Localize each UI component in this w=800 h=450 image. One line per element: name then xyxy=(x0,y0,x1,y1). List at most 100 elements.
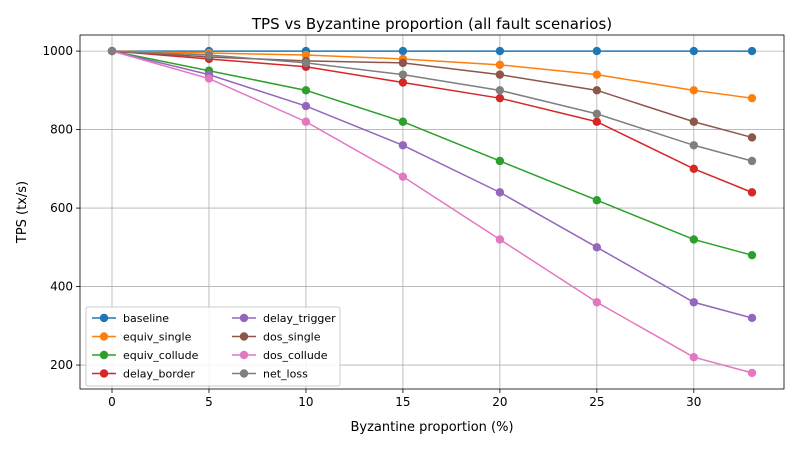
data-point xyxy=(204,74,214,83)
plot-frame xyxy=(79,34,785,390)
data-point xyxy=(689,86,699,95)
y-axis-label: TPS (tx/s) xyxy=(15,181,30,244)
legend-item-baseline: baseline xyxy=(92,312,169,325)
series-delay_trigger xyxy=(107,46,757,323)
data-point xyxy=(495,70,505,79)
data-point xyxy=(495,235,505,244)
series-line xyxy=(111,50,753,256)
data-point xyxy=(398,78,408,87)
series-line xyxy=(111,50,753,139)
legend-label: baseline xyxy=(123,312,169,325)
data-point xyxy=(301,86,311,95)
x-tick-label: 5 xyxy=(205,395,213,409)
x-tick-label: 0 xyxy=(108,395,116,409)
legend-label: dos_collude xyxy=(263,349,328,362)
data-point xyxy=(689,46,699,56)
data-point xyxy=(747,46,757,56)
data-point xyxy=(592,86,602,95)
legend-swatch-marker xyxy=(99,350,109,360)
data-point xyxy=(689,117,699,126)
legend-label: delay_border xyxy=(123,368,195,381)
y-tick-label: 800 xyxy=(50,123,73,137)
legend-label: equiv_single xyxy=(123,331,192,344)
x-tick-label: 30 xyxy=(686,395,701,409)
x-axis: 0 5 10 15 20 25 30 xyxy=(108,389,701,409)
data-point xyxy=(592,46,602,56)
legend-swatch-marker xyxy=(99,313,109,323)
data-point xyxy=(398,172,408,181)
legend-label: equiv_collude xyxy=(123,349,199,362)
data-point xyxy=(747,250,757,260)
series-line xyxy=(111,50,753,319)
data-point xyxy=(747,93,757,103)
data-point xyxy=(107,46,117,56)
legend-box xyxy=(85,306,341,387)
data-point xyxy=(689,353,699,362)
chart-title: TPS vs Byzantine proportion (all fault s… xyxy=(251,15,612,33)
x-tick-label: 20 xyxy=(492,395,507,409)
data-point xyxy=(495,86,505,95)
legend-swatch-marker xyxy=(239,332,249,341)
legend-item-dos_single: dos_single xyxy=(232,331,321,344)
data-point xyxy=(495,46,505,56)
data-point xyxy=(495,60,505,70)
data-point xyxy=(747,188,757,197)
x-tick-label: 10 xyxy=(298,395,313,409)
legend-swatch-marker xyxy=(99,369,109,378)
y-tick-label: 400 xyxy=(50,280,73,294)
data-point xyxy=(747,368,757,378)
data-point xyxy=(398,58,408,68)
y-axis: 200 400 600 800 1000 xyxy=(42,44,80,372)
data-point xyxy=(398,70,408,79)
x-tick-label: 15 xyxy=(395,395,410,409)
data-point xyxy=(204,50,214,60)
data-point xyxy=(747,156,757,166)
x-tick-label: 25 xyxy=(589,395,604,409)
data-point xyxy=(689,164,699,174)
y-tick-label: 1000 xyxy=(42,44,73,58)
data-point xyxy=(398,141,408,150)
data-point xyxy=(592,243,602,252)
data-point xyxy=(592,298,602,307)
data-point xyxy=(592,196,602,205)
y-tick-label: 200 xyxy=(50,358,73,372)
series-line xyxy=(111,50,753,374)
legend-item-net_loss: net_loss xyxy=(232,368,308,381)
data-point xyxy=(301,101,311,111)
data-point xyxy=(592,109,602,119)
legend-item-delay_border: delay_border xyxy=(92,368,195,381)
series-line xyxy=(111,50,753,162)
y-tick-label: 600 xyxy=(50,201,73,215)
legend-swatch-marker xyxy=(239,313,249,323)
data-point xyxy=(495,188,505,197)
legend-item-dos_collude: dos_collude xyxy=(232,349,328,362)
data-point xyxy=(689,235,699,244)
series-dos_single xyxy=(107,46,757,142)
x-axis-label: Byzantine proportion (%) xyxy=(350,420,513,435)
series-group xyxy=(107,46,757,378)
series-net_loss xyxy=(107,46,757,166)
legend-label: delay_trigger xyxy=(263,312,336,325)
legend-swatch-marker xyxy=(99,332,109,341)
legend-label: net_loss xyxy=(263,368,308,381)
legend-item-delay_trigger: delay_trigger xyxy=(232,312,336,325)
legend-label: dos_single xyxy=(263,331,321,344)
data-point xyxy=(689,298,699,307)
data-point xyxy=(398,117,408,126)
series-line xyxy=(111,50,753,194)
data-point xyxy=(495,93,505,103)
data-point xyxy=(689,141,699,150)
data-point xyxy=(592,117,602,126)
legend-item-equiv_single: equiv_single xyxy=(92,331,192,344)
data-point xyxy=(301,58,311,68)
data-point xyxy=(747,313,757,323)
data-point xyxy=(301,50,311,60)
series-line xyxy=(111,50,753,99)
data-point xyxy=(398,46,408,56)
legend-item-equiv_collude: equiv_collude xyxy=(92,349,199,362)
data-point xyxy=(747,133,757,142)
data-point xyxy=(301,117,311,126)
data-point xyxy=(495,156,505,166)
legend-swatch-marker xyxy=(239,369,249,378)
